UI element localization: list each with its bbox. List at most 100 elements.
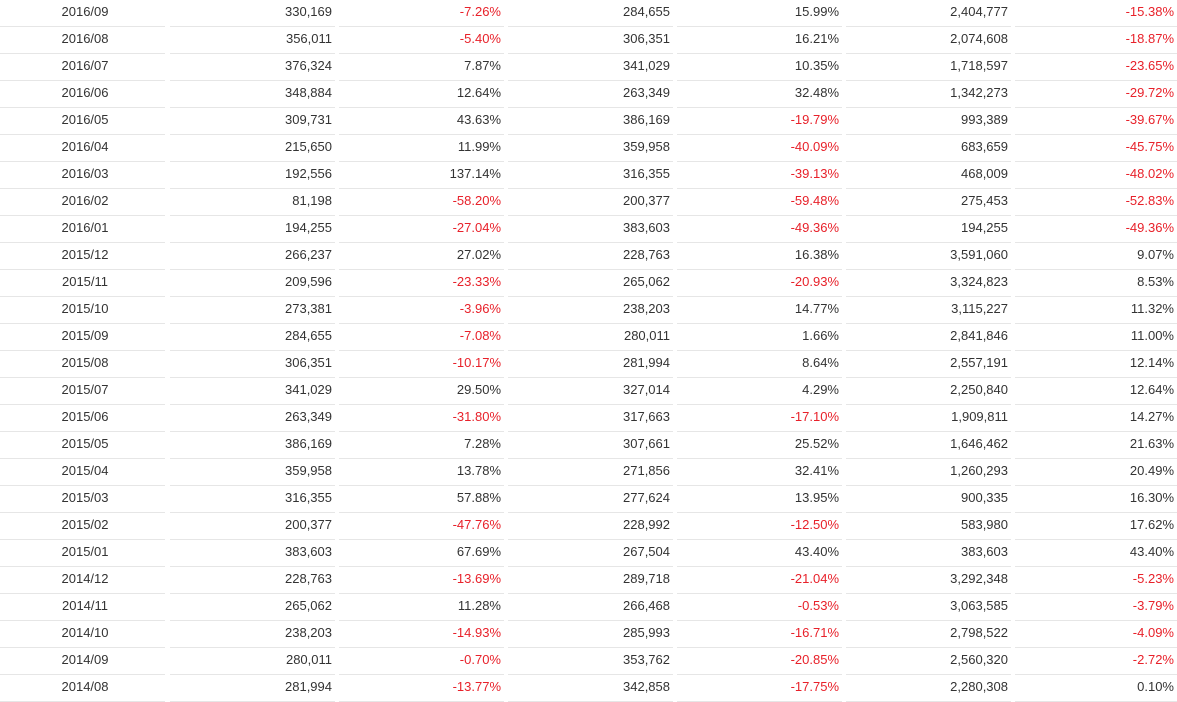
yoy-change-cell: 43.40% (794, 544, 839, 559)
cumulative-value-cell: 1,909,811 (951, 409, 1008, 424)
row-divider (0, 134, 165, 135)
row-divider (0, 485, 165, 486)
row-divider (508, 188, 673, 189)
table-row: 2014/11 265,062 11.28% 266,468 -0.53% 3,063,5… (0, 594, 1177, 621)
row-divider (508, 242, 673, 243)
prior-year-value-cell: 263,349 (623, 85, 670, 100)
row-divider (1015, 323, 1177, 324)
monthly-value-cell: 215,650 (285, 139, 332, 154)
row-divider (1015, 269, 1177, 270)
row-divider (1015, 431, 1177, 432)
row-divider (0, 80, 165, 81)
row-divider (339, 134, 504, 135)
table-row: 2015/01 383,603 67.69% 267,504 43.40% 383,603… (0, 540, 1177, 567)
monthly-change-cell: 11.28% (457, 598, 501, 613)
row-divider (846, 80, 1011, 81)
monthly-value-cell: 348,884 (285, 85, 332, 100)
row-divider (0, 242, 165, 243)
monthly-value-cell: 309,731 (285, 112, 332, 127)
table-row: 2015/08 306,351 -10.17% 281,994 8.64% 2,557,1… (0, 351, 1177, 378)
month-cell: 2016/05 (61, 112, 109, 127)
monthly-change-cell: -58.20% (452, 193, 501, 208)
cumulative-change-cell: 17.62% (1129, 517, 1174, 532)
cumulative-change-cell: 21.63% (1129, 436, 1174, 451)
row-divider (846, 296, 1011, 297)
row-divider (846, 485, 1011, 486)
cumulative-value-cell: 583,980 (961, 517, 1008, 532)
prior-year-value-cell: 228,763 (623, 247, 670, 262)
row-divider (339, 269, 504, 270)
month-cell: 2015/11 (61, 274, 109, 289)
row-divider (1015, 242, 1177, 243)
cumulative-value-cell: 383,603 (961, 544, 1008, 559)
row-divider (1015, 53, 1177, 54)
month-cell: 2015/12 (61, 247, 109, 262)
row-divider (1015, 134, 1177, 135)
monthly-change-cell: -31.80% (452, 409, 501, 424)
row-divider (508, 539, 673, 540)
row-divider (0, 458, 165, 459)
monthly-value-cell: 209,596 (285, 274, 332, 289)
prior-year-value-cell: 306,351 (623, 31, 670, 46)
cumulative-value-cell: 2,841,846 (950, 328, 1008, 343)
row-divider (170, 404, 335, 405)
prior-year-value-cell: 342,858 (623, 679, 670, 694)
row-divider (339, 323, 504, 324)
monthly-change-cell: -7.08% (459, 328, 501, 343)
row-divider (846, 107, 1011, 108)
monthly-value-cell: 265,062 (285, 598, 332, 613)
table-row: 2015/04 359,958 13.78% 271,856 32.41% 1,260,2… (0, 459, 1177, 486)
row-divider (339, 107, 504, 108)
row-divider (0, 107, 165, 108)
row-divider (677, 269, 842, 270)
monthly-change-cell: 67.69% (456, 544, 501, 559)
table-row: 2015/12 266,237 27.02% 228,763 16.38% 3,591,0… (0, 243, 1177, 270)
monthly-value-cell: 263,349 (285, 409, 332, 424)
row-divider (0, 674, 165, 675)
row-divider (170, 215, 335, 216)
monthly-change-cell: 13.78% (456, 463, 501, 478)
row-divider (170, 350, 335, 351)
cumulative-change-cell: 12.64% (1129, 382, 1174, 397)
monthly-change-cell: 12.64% (456, 85, 501, 100)
table-row: 2014/08 281,994 -13.77% 342,858 -17.75% 2,280… (0, 675, 1177, 702)
row-divider (170, 512, 335, 513)
cumulative-change-cell: 0.10% (1137, 679, 1174, 694)
month-cell: 2015/05 (61, 436, 109, 451)
cumulative-change-cell: -39.67% (1125, 112, 1174, 127)
row-divider (339, 431, 504, 432)
row-divider (677, 188, 842, 189)
row-divider (339, 485, 504, 486)
row-divider (170, 134, 335, 135)
cumulative-change-cell: 9.07% (1137, 247, 1174, 262)
prior-year-value-cell: 341,029 (623, 58, 670, 73)
row-divider (339, 350, 504, 351)
row-divider (1015, 26, 1177, 27)
yoy-change-cell: 13.95% (794, 490, 839, 505)
row-divider (170, 647, 335, 648)
prior-year-value-cell: 284,655 (623, 4, 670, 19)
prior-year-value-cell: 307,661 (623, 436, 670, 451)
month-cell: 2015/08 (61, 355, 109, 370)
row-divider (677, 512, 842, 513)
table-row: 2016/04 215,650 11.99% 359,958 -40.09% 683,65… (0, 135, 1177, 162)
prior-year-value-cell: 316,355 (623, 166, 670, 181)
row-divider (0, 53, 165, 54)
row-divider (1015, 512, 1177, 513)
row-divider (846, 377, 1011, 378)
cumulative-change-cell: 16.30% (1129, 490, 1174, 505)
yoy-change-cell: 15.99% (794, 4, 839, 19)
yoy-change-cell: -21.04% (790, 571, 839, 586)
row-divider (1015, 620, 1177, 621)
cumulative-change-cell: -52.83% (1125, 193, 1174, 208)
monthly-value-cell: 284,655 (285, 328, 332, 343)
monthly-value-cell: 281,994 (285, 679, 332, 694)
row-divider (1015, 215, 1177, 216)
row-divider (1015, 539, 1177, 540)
cumulative-change-cell: 11.00% (1130, 328, 1174, 343)
prior-year-value-cell: 277,624 (623, 490, 670, 505)
row-divider (1015, 161, 1177, 162)
row-divider (677, 674, 842, 675)
cumulative-change-cell: 11.32% (1130, 301, 1174, 316)
